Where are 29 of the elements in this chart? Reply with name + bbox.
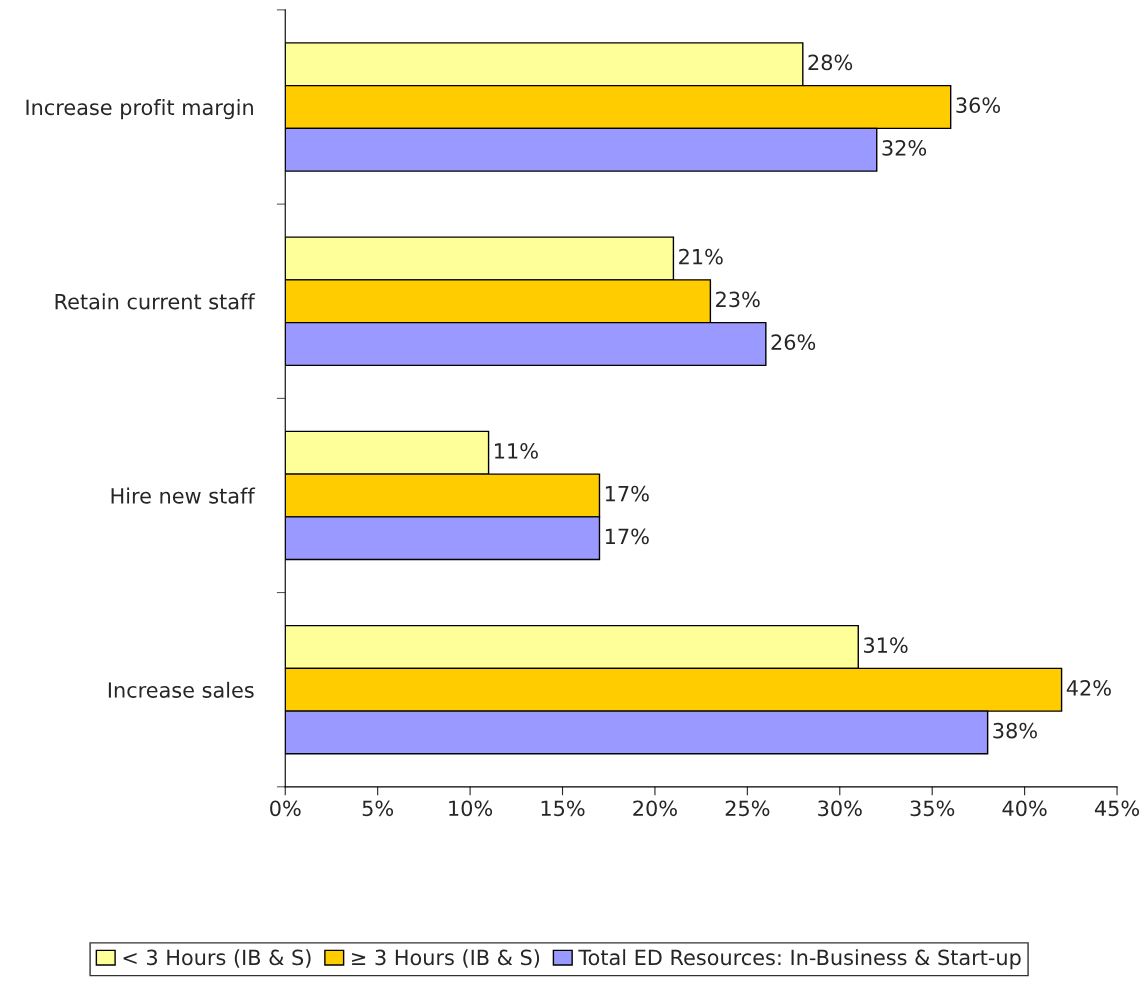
x-tick-label: 35% <box>910 800 955 817</box>
data-label: 32% <box>882 140 927 156</box>
x-tick-label: 0% <box>270 800 301 817</box>
x-tick-label: 45% <box>1094 800 1140 817</box>
data-label: 42% <box>1066 679 1111 696</box>
legend-label: < 3 Hours (IB & S) <box>123 949 311 968</box>
x-tick-label: 5% <box>362 800 394 817</box>
legend-label: Total ED Resources: In-Business & Start-up <box>578 949 1021 970</box>
data-label: 26% <box>771 334 816 350</box>
y-tick-label: Hire new staff <box>111 487 256 504</box>
x-tick-label: 30% <box>818 800 862 817</box>
data-label: 17% <box>605 485 649 502</box>
y-tick-label: Increase sales <box>108 681 254 698</box>
data-label: 31% <box>864 637 908 654</box>
y-tick-label: Increase profit margin <box>26 99 253 120</box>
data-label: 28% <box>808 54 853 71</box>
x-tick-label: 20% <box>633 800 677 817</box>
x-tick-label: 15% <box>541 800 585 817</box>
data-label: 38% <box>993 722 1037 739</box>
data-label: 11% <box>495 443 538 459</box>
x-tick-label: 10% <box>449 800 493 817</box>
y-tick-label: Retain current staff <box>55 293 256 310</box>
data-label: 23% <box>716 291 760 308</box>
data-label: 36% <box>956 97 1000 114</box>
legend-label: ≥ 3 Hours (IB & S) <box>352 949 540 968</box>
x-tick-label: 25% <box>725 800 770 817</box>
data-label: 21% <box>679 248 723 265</box>
data-label: 17% <box>605 528 649 545</box>
x-tick-label: 40% <box>1002 800 1047 817</box>
